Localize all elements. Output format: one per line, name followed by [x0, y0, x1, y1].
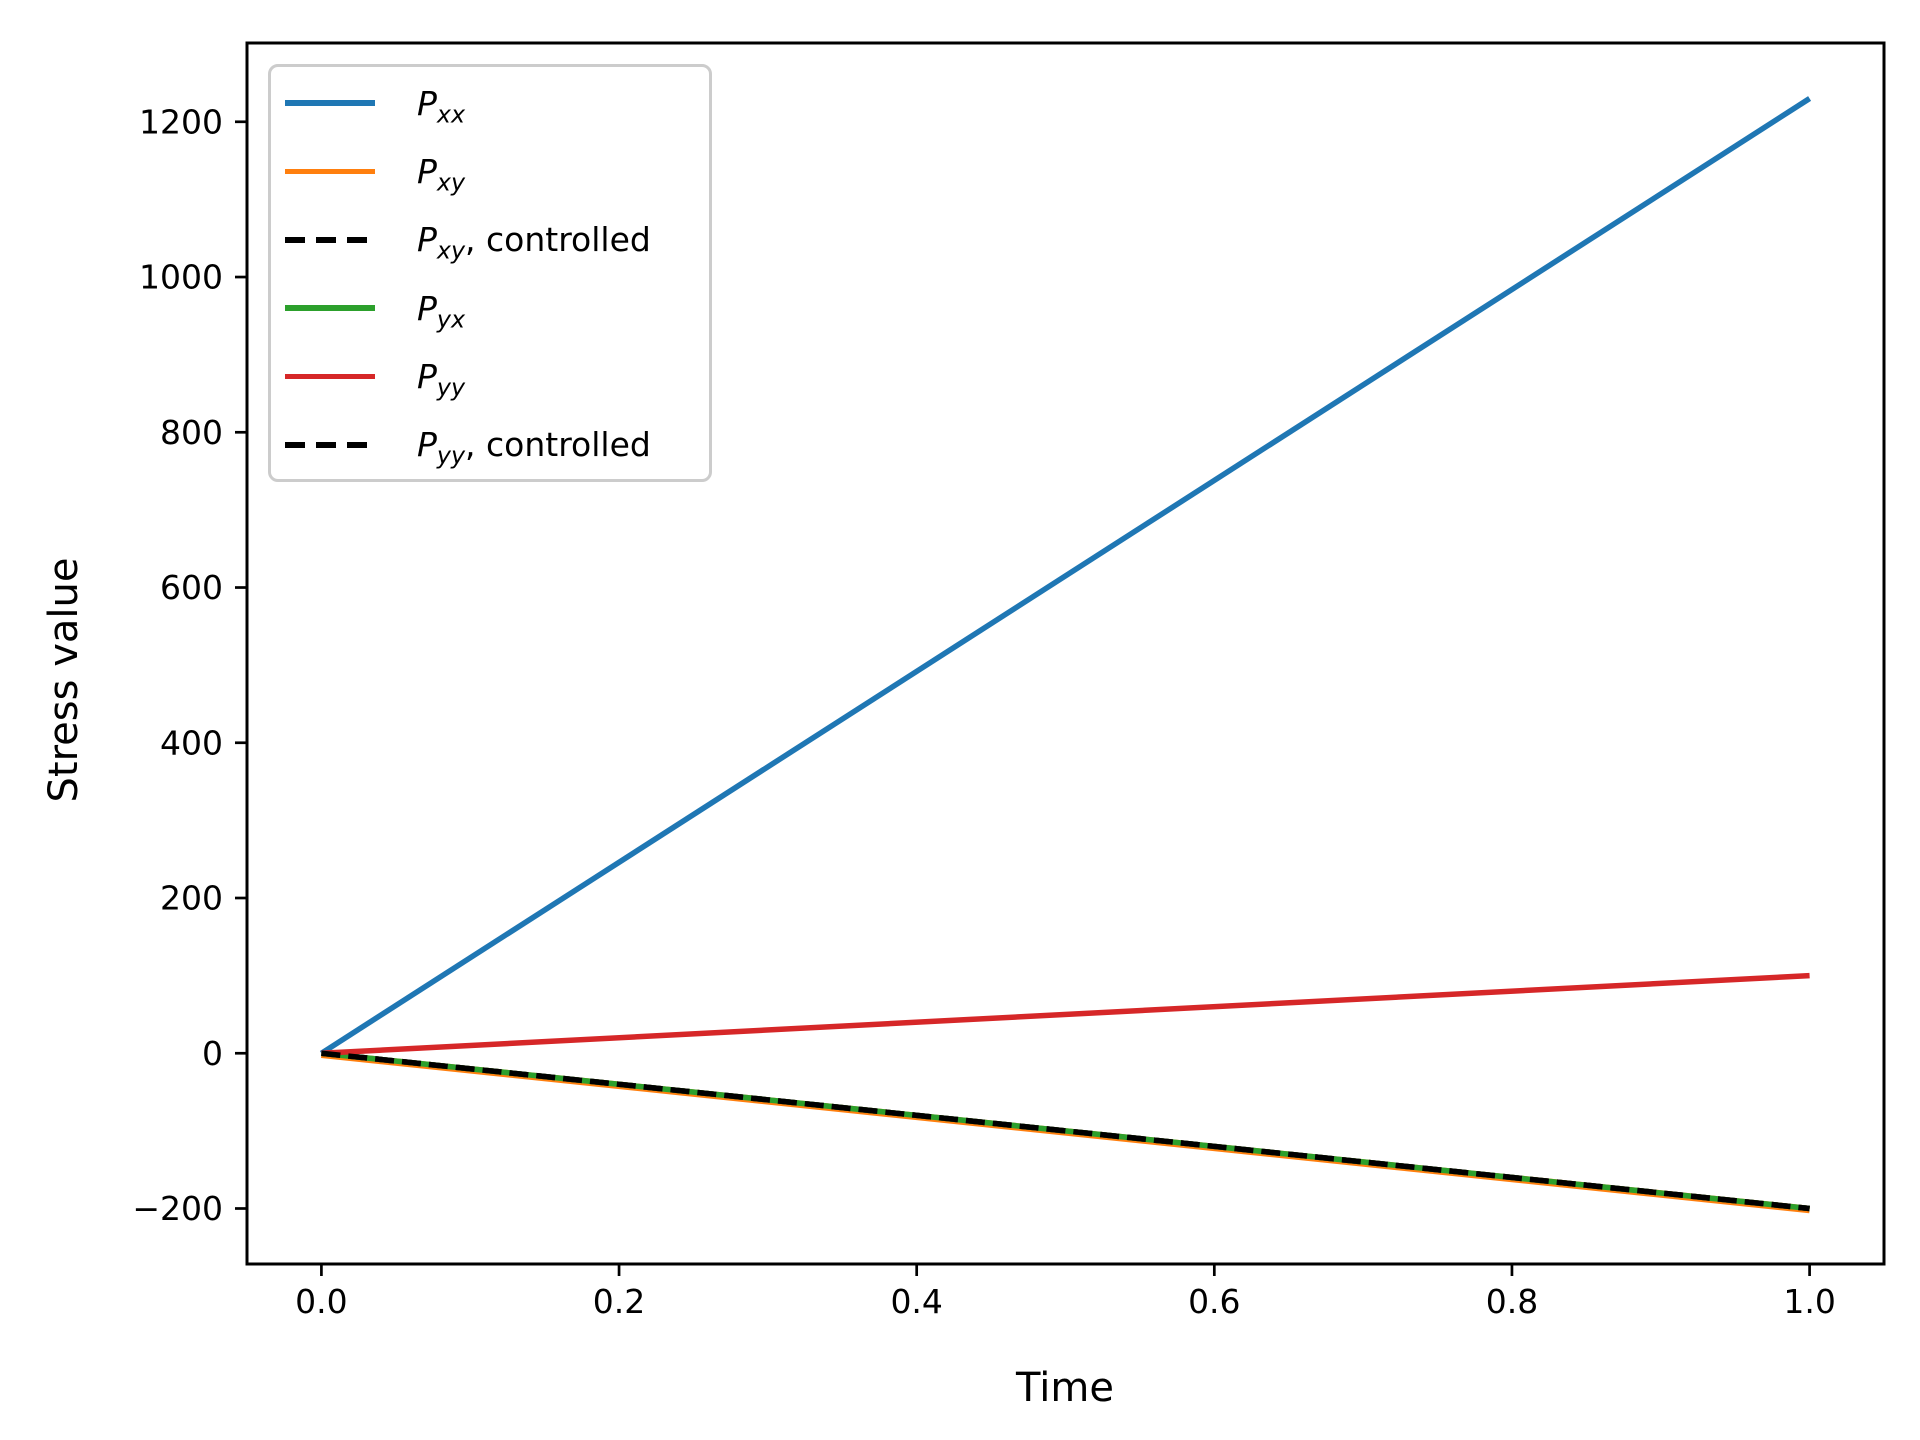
legend-item-P_yx: Pyx	[285, 274, 709, 342]
y-tick-label: 800	[160, 413, 223, 452]
y-tick-label: 600	[160, 568, 223, 607]
legend-item-P_xy: Pxy	[285, 137, 709, 205]
legend-label-P_xy_controlled: Pxy, controlled	[417, 220, 651, 265]
y-tick-label: 400	[160, 723, 223, 762]
x-tick-label: 0.0	[295, 1282, 347, 1321]
legend-label-P_yy: Pyy	[417, 356, 466, 402]
x-tick-label: 1.0	[1783, 1282, 1835, 1321]
series-line-P_yy	[321, 972, 1810, 1057]
plot-frame	[245, 41, 1886, 1266]
x-tick-label: 0.8	[1486, 1282, 1538, 1321]
y-tick-label: 1200	[139, 102, 223, 141]
legend-item-P_xy_controlled: Pxy, controlled	[285, 206, 709, 274]
legend-line-sample-P_xy	[285, 168, 375, 175]
x-tick-label: 0.2	[593, 1282, 645, 1321]
legend-line-sample-P_yy_controlled	[285, 442, 375, 448]
y-tick-label: 1000	[139, 258, 223, 297]
legend-label-P_xy: Pxy	[417, 151, 466, 197]
y-tick-label: 0	[202, 1034, 223, 1073]
legend-item-P_yy: Pyy	[285, 342, 709, 410]
y-tick-label: −200	[132, 1189, 223, 1228]
legend-item-P_xx: Pxx	[285, 69, 709, 137]
legend-item-P_yy_controlled: Pyy, controlled	[285, 411, 709, 479]
legend-line-sample-P_yx	[285, 305, 375, 311]
y-tick-label: 200	[160, 879, 223, 918]
x-tick-label: 0.6	[1188, 1282, 1240, 1321]
legend: Pxx Pxy Pxy, controlled Pyx Pyy Pyy, controll…	[268, 64, 712, 482]
legend-label-P_yx: Pyx	[417, 288, 466, 334]
series-line-P_xx	[319, 96, 1812, 1056]
legend-label-P_yy_controlled: Pyy, controlled	[417, 425, 651, 470]
legend-line-sample-P_xy_controlled	[285, 237, 375, 243]
legend-label-P_xx: Pxx	[417, 83, 466, 129]
y-axis-label: Stress value	[41, 557, 87, 803]
x-tick-label: 0.4	[890, 1282, 942, 1321]
legend-line-sample-P_yy	[285, 373, 375, 380]
series-line-P_yy_controlled	[321, 1050, 1810, 1212]
x-axis-label: Time	[1016, 1365, 1114, 1411]
legend-line-sample-P_xx	[285, 100, 375, 106]
